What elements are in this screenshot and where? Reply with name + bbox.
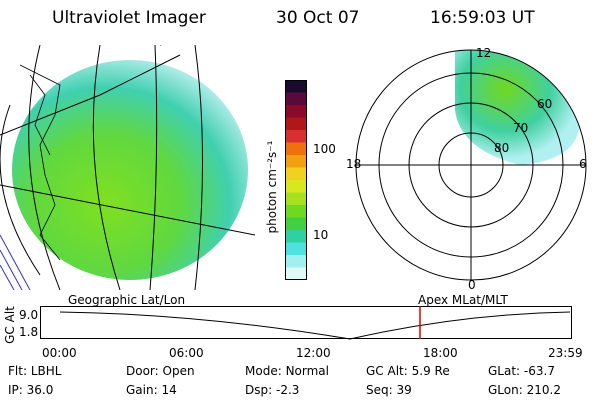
colorbar-stripe	[285, 217, 307, 231]
alt-xtick-2: 12:00	[296, 346, 331, 360]
colorbar-stripe	[285, 167, 307, 181]
polar-plot	[355, 49, 587, 281]
footer-dsp: Dsp: -2.3	[245, 383, 300, 397]
colorbar-stripe	[285, 192, 307, 206]
date-label: 30 Oct 07	[276, 8, 360, 28]
geographic-map	[0, 45, 256, 290]
alt-xtick-4: 23:59	[548, 346, 583, 360]
altitude-curve	[59, 311, 571, 340]
colorbar-stripe	[285, 242, 307, 256]
colorbar-tick-100: 100	[313, 142, 336, 156]
colorbar-tick-10: 10	[313, 228, 329, 242]
alt-xtick-0: 00:00	[42, 346, 77, 360]
altitude-plot	[40, 306, 572, 340]
colorbar-stripe	[285, 142, 307, 156]
mlat-label-60: 60	[537, 97, 553, 111]
colorbar-stripe	[285, 230, 307, 243]
mlt-label-0: 0	[468, 278, 476, 292]
mlt-label-18: 18	[346, 157, 362, 171]
mlt-label-12: 12	[476, 46, 492, 60]
alt-ytick-1-8: 1.8	[19, 325, 39, 339]
colorbar-stripe	[285, 205, 307, 218]
footer-glon: GLon: 210.2	[488, 383, 561, 397]
colorbar-stripe	[285, 117, 307, 131]
footer-mode: Mode: Normal	[245, 364, 329, 378]
colorbar-stripe	[285, 105, 307, 118]
alt-xtick-1: 06:00	[169, 346, 204, 360]
polar-plot-label: Apex MLat/MLT	[418, 293, 508, 307]
time-label: 16:59:03 UT	[430, 8, 535, 28]
aurora-emission-region	[12, 60, 248, 280]
alt-ytick-9: 9.0	[19, 308, 39, 322]
alt-xtick-3: 18:00	[423, 346, 458, 360]
footer-flt: Flt: LBHL	[8, 364, 62, 378]
colorbar	[285, 80, 307, 280]
instrument-title: Ultraviolet Imager	[52, 8, 206, 28]
colorbar-stripe	[285, 267, 307, 280]
mlat-label-80: 80	[494, 141, 510, 155]
colorbar-stripe	[285, 155, 307, 168]
colorbar-stripe	[285, 80, 307, 93]
mlat-label-70: 70	[513, 121, 529, 135]
alt-ylabel: GC Alt	[3, 306, 17, 344]
colorbar-stripe	[285, 180, 307, 193]
footer-gain: Gain: 14	[126, 383, 177, 397]
footer-seq: Seq: 39	[366, 383, 412, 397]
footer-gc-alt: GC Alt: 5.9 Re	[366, 364, 450, 378]
colorbar-stripe	[285, 255, 307, 268]
footer-glat: GLat: -63.7	[488, 364, 555, 378]
colorbar-unit-label: photon cm⁻²s⁻¹	[265, 140, 279, 234]
footer-ip: IP: 36.0	[8, 383, 54, 397]
footer-door: Door: Open	[126, 364, 195, 378]
left-map-label: Geographic Lat/Lon	[68, 293, 186, 307]
mlt-label-6: 6	[579, 157, 587, 171]
colorbar-stripe	[285, 130, 307, 143]
colorbar-stripe	[285, 92, 307, 106]
